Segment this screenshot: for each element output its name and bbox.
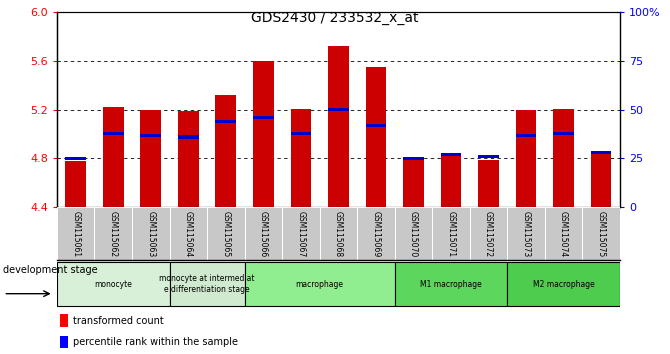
Bar [216,95,236,207]
Bar [507,262,620,306]
Bar [366,124,386,127]
Bar [507,207,545,260]
Text: GSM115062: GSM115062 [109,211,118,257]
Bar [403,157,423,160]
Bar [553,132,574,135]
Bar [478,155,498,158]
Text: percentile rank within the sample: percentile rank within the sample [73,337,238,347]
Text: GSM115071: GSM115071 [446,211,456,257]
Bar [545,207,582,260]
Bar [253,61,273,207]
Bar [245,262,395,306]
Bar [328,108,348,111]
Bar [403,159,423,207]
Bar [553,109,574,207]
Bar [582,207,620,260]
Bar [320,207,357,260]
Bar [470,207,507,260]
Bar [103,132,123,135]
Text: GSM115075: GSM115075 [596,211,606,257]
Bar [366,67,386,207]
Bar [516,133,536,137]
Bar [395,262,507,306]
Text: M1 macrophage: M1 macrophage [420,280,482,289]
Text: GSM115064: GSM115064 [184,211,193,257]
Bar [395,207,432,260]
Bar [94,207,132,260]
Bar [57,262,170,306]
Text: GSM115074: GSM115074 [559,211,568,257]
Bar [178,111,198,207]
Bar [591,151,611,154]
Text: monocyte: monocyte [94,280,132,289]
Bar [170,262,245,306]
Bar [516,110,536,207]
Text: GSM115061: GSM115061 [71,211,80,257]
Text: GSM115069: GSM115069 [371,211,381,257]
Bar [441,155,461,207]
Bar [291,132,311,135]
Bar [207,207,245,260]
Text: development stage: development stage [3,265,98,275]
Text: M2 macrophage: M2 macrophage [533,280,594,289]
Bar [441,153,461,156]
Text: GSM115065: GSM115065 [221,211,230,257]
Bar [141,110,161,207]
Bar [357,207,395,260]
Text: transformed count: transformed count [73,316,163,326]
Bar [132,207,170,260]
Bar [253,116,273,119]
Bar [432,207,470,260]
Text: macrophage: macrophage [295,280,344,289]
Text: GDS2430 / 233532_x_at: GDS2430 / 233532_x_at [251,11,419,25]
Bar [66,161,86,207]
Bar [328,46,348,207]
Bar [60,336,68,348]
Text: GSM115073: GSM115073 [521,211,531,257]
Bar [103,107,123,207]
Text: GSM115063: GSM115063 [146,211,155,257]
Text: GSM115067: GSM115067 [296,211,306,257]
Bar [141,133,161,137]
Bar [282,207,320,260]
Text: GSM115068: GSM115068 [334,211,343,257]
Text: GSM115066: GSM115066 [259,211,268,257]
Bar [478,160,498,207]
Text: GSM115072: GSM115072 [484,211,493,257]
Bar [178,136,198,138]
Bar [57,207,94,260]
Bar [245,207,282,260]
Bar [170,207,207,260]
Bar [216,120,236,123]
Text: GSM115070: GSM115070 [409,211,418,257]
Bar [591,151,611,207]
Bar [291,109,311,207]
Bar [66,157,86,160]
Text: monocyte at intermediat
e differentiation stage: monocyte at intermediat e differentiatio… [159,274,255,294]
Bar [60,314,68,327]
